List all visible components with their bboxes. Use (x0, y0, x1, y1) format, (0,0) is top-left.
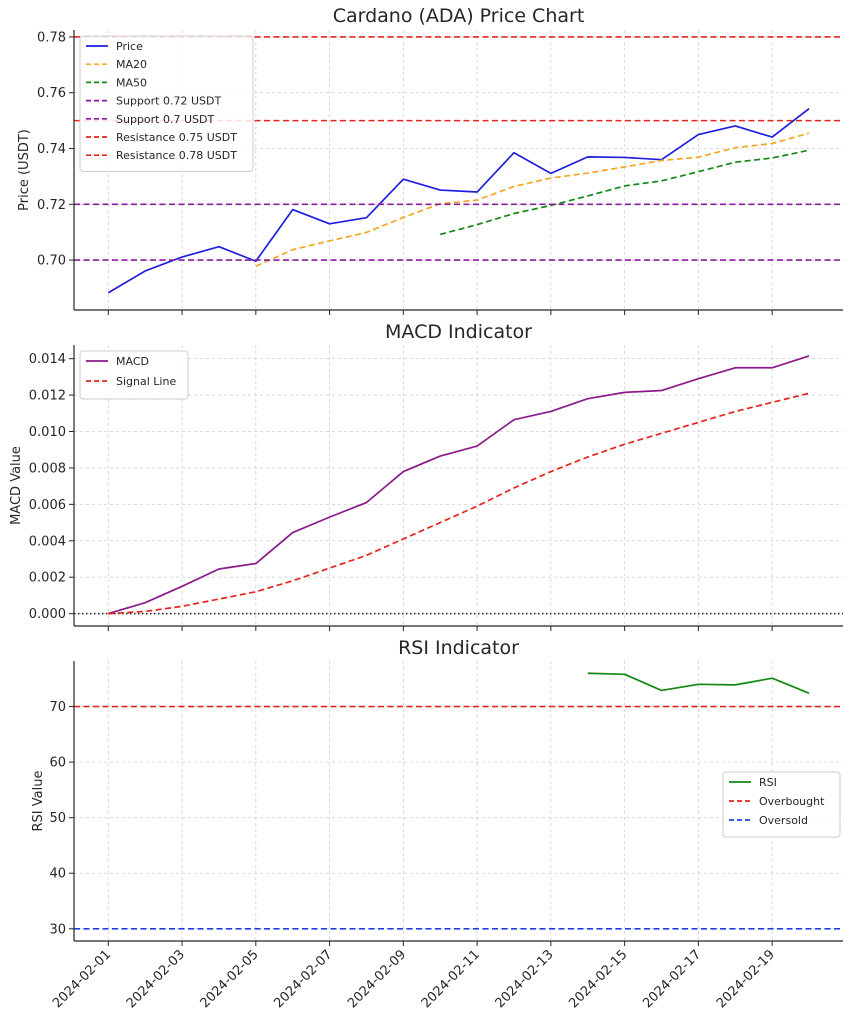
y-tick-label: 0.002 (29, 571, 66, 586)
y-tick-label: 60 (49, 756, 66, 771)
legend-label: Support 0.72 USDT (116, 95, 221, 108)
series-line-ma20 (255, 132, 810, 267)
legend-box (79, 35, 254, 172)
legend-box (79, 350, 189, 400)
y-tick-label: 0.010 (29, 425, 66, 440)
series-line-price (107, 107, 810, 294)
legend-label: Support 0.7 USDT (116, 113, 214, 126)
x-tick-label: 2024-02-01 (50, 947, 114, 1011)
x-tick-label: 2024-02-17 (640, 947, 704, 1011)
y-tick-label: 0.74 (37, 142, 66, 157)
x-tick-label: 2024-02-19 (714, 947, 778, 1011)
legend-label: Signal Line (116, 375, 176, 388)
legend-label: MA20 (116, 58, 147, 71)
y-tick-label: 0.012 (29, 389, 66, 404)
y-tick-label: 0.76 (37, 86, 66, 101)
y-tick-label: 0.72 (37, 198, 66, 213)
chart-title: RSI Indicator (398, 637, 519, 659)
y-tick-label: 30 (49, 922, 66, 937)
y-tick-label: 0.008 (29, 461, 66, 476)
series-line-signal-line (108, 392, 810, 615)
y-axis-label: MACD Value (9, 446, 24, 525)
x-tick-label: 2024-02-09 (345, 947, 409, 1011)
x-tick-label: 2024-02-13 (493, 947, 557, 1011)
legend-label: Resistance 0.78 USDT (116, 149, 237, 162)
y-tick-label: 0.70 (37, 254, 66, 269)
legend-box (722, 771, 841, 838)
y-axis-label: Price (USDT) (17, 129, 32, 211)
y-tick-label: 40 (49, 867, 66, 882)
chart-title: Cardano (ADA) Price Chart (333, 5, 585, 27)
x-tick-label: 2024-02-05 (198, 947, 262, 1011)
chart-title: MACD Indicator (385, 321, 532, 343)
x-tick-label: 2024-02-03 (124, 947, 188, 1011)
y-tick-label: 0.014 (29, 352, 66, 367)
x-tick-label: 2024-02-15 (566, 947, 630, 1011)
y-tick-label: 50 (49, 811, 66, 826)
legend-label: Oversold (759, 814, 808, 827)
x-tick-label: 2024-02-07 (271, 947, 335, 1011)
y-tick-label: 0.78 (37, 30, 66, 45)
y-tick-label: 0.004 (29, 534, 66, 549)
series-line-rsi (587, 672, 810, 695)
legend-label: Price (116, 40, 143, 53)
legend-label: Overbought (759, 795, 825, 808)
x-tick-label: 2024-02-11 (419, 947, 483, 1011)
y-tick-label: 70 (49, 700, 66, 715)
y-tick-label: 0.006 (29, 498, 66, 513)
legend-label: MA50 (116, 76, 147, 89)
series-line-macd (108, 355, 810, 615)
legend-label: RSI (759, 776, 777, 789)
y-axis-label: RSI Value (31, 771, 46, 832)
y-tick-label: 0.000 (29, 607, 66, 622)
legend-label: MACD (116, 355, 149, 368)
legend-label: Resistance 0.75 USDT (116, 131, 237, 144)
